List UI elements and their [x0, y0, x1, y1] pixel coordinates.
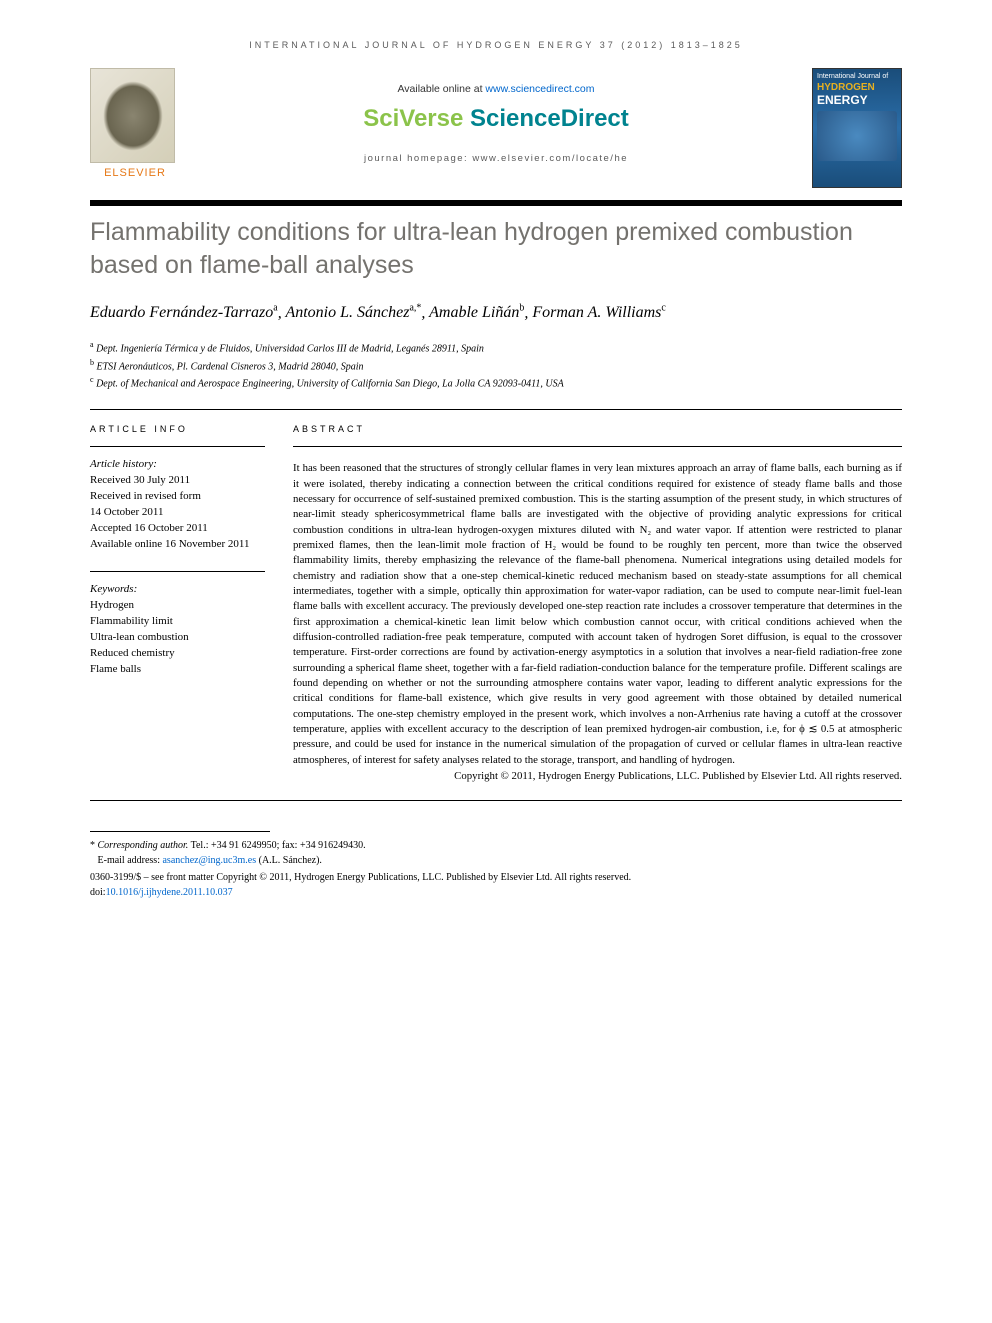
- keyword: Reduced chemistry: [90, 646, 265, 662]
- received-date: Received 30 July 2011: [90, 473, 265, 489]
- keywords-label: Keywords:: [90, 582, 265, 598]
- available-prefix: Available online at: [397, 83, 485, 95]
- elsevier-tree-logo: [90, 68, 175, 163]
- accepted-date: Accepted 16 October 2011: [90, 521, 265, 537]
- corr-author-label: Corresponding author.: [98, 840, 189, 851]
- journal-cover-thumbnail: International Journal of HYDROGEN ENERGY: [812, 68, 902, 188]
- corresponding-author-line: * Corresponding author. Tel.: +34 91 624…: [90, 838, 902, 853]
- history-label: Article history:: [90, 457, 265, 473]
- abstract-copyright: Copyright © 2011, Hydrogen Energy Public…: [293, 770, 902, 782]
- email-line: E-mail address: asanchez@ing.uc3m.es (A.…: [90, 853, 902, 868]
- corr-author-contact: Tel.: +34 91 6249950; fax: +34 916249430…: [188, 840, 365, 851]
- author: Antonio L. Sáncheza,*: [285, 304, 421, 321]
- online-date: Available online 16 November 2011: [90, 537, 265, 553]
- header-row: ELSEVIER Available online at www.science…: [90, 68, 902, 188]
- doi-prefix: doi:: [90, 887, 106, 898]
- authors-list: Eduardo Fernández-Tarrazoa, Antonio L. S…: [90, 301, 902, 325]
- abstract-text: It has been reasoned that the structures…: [293, 461, 902, 768]
- revised-label: Received in revised form: [90, 489, 265, 505]
- author: Eduardo Fernández-Tarrazoa: [90, 304, 278, 321]
- journal-homepage: journal homepage: www.elsevier.com/locat…: [180, 153, 812, 164]
- sciverse-text: SciVerse: [363, 105, 463, 132]
- sciencedirect-text: ScienceDirect: [463, 105, 628, 132]
- article-history-block: Article history: Received 30 July 2011 R…: [90, 446, 265, 553]
- abstract-divider: [293, 446, 902, 447]
- doi-line: doi:10.1016/j.ijhydene.2011.10.037: [90, 887, 902, 898]
- publisher-logo-block: ELSEVIER: [90, 68, 180, 179]
- content-columns: ARTICLE INFO Article history: Received 3…: [90, 424, 902, 782]
- publisher-name: ELSEVIER: [90, 167, 180, 179]
- email-link[interactable]: asanchez@ing.uc3m.es: [162, 855, 256, 866]
- paper-title: Flammability conditions for ultra-lean h…: [90, 216, 902, 281]
- keyword: Flame balls: [90, 662, 265, 678]
- available-online: Available online at www.sciencedirect.co…: [180, 83, 812, 95]
- email-label: E-mail address:: [98, 855, 163, 866]
- author: Amable Liñánb: [429, 304, 524, 321]
- keyword: Flammability limit: [90, 614, 265, 630]
- footer-notes: * Corresponding author. Tel.: +34 91 624…: [90, 838, 902, 868]
- sciencedirect-link[interactable]: www.sciencedirect.com: [485, 83, 594, 95]
- article-info-header: ARTICLE INFO: [90, 424, 265, 434]
- cover-image: [817, 111, 897, 161]
- doi-value[interactable]: 10.1016/j.ijhydene.2011.10.037: [106, 887, 233, 898]
- sciverse-logo: SciVerse ScienceDirect: [180, 105, 812, 133]
- affiliations-list: a Dept. Ingeniería Térmica y de Fluidos,…: [90, 339, 902, 391]
- affiliation: b ETSI Aeronáuticos, Pl. Cardenal Cisner…: [90, 357, 902, 374]
- author: Forman A. Williamsc: [532, 304, 666, 321]
- revised-date: 14 October 2011: [90, 505, 265, 521]
- affiliation: c Dept. of Mechanical and Aerospace Engi…: [90, 374, 902, 391]
- abstract-column: ABSTRACT It has been reasoned that the s…: [293, 424, 902, 782]
- email-suffix: (A.L. Sánchez).: [256, 855, 322, 866]
- divider-bottom: [90, 800, 902, 801]
- keyword: Hydrogen: [90, 598, 265, 614]
- abstract-header: ABSTRACT: [293, 424, 902, 434]
- keywords-block: Keywords: HydrogenFlammability limitUltr…: [90, 571, 265, 678]
- article-info-column: ARTICLE INFO Article history: Received 3…: [90, 424, 265, 782]
- divider-top: [90, 409, 902, 410]
- cover-line3: ENERGY: [817, 93, 897, 107]
- affiliation: a Dept. Ingeniería Térmica y de Fluidos,…: [90, 339, 902, 356]
- keyword: Ultra-lean combustion: [90, 630, 265, 646]
- journal-citation: INTERNATIONAL JOURNAL OF HYDROGEN ENERGY…: [90, 40, 902, 50]
- issn-copyright-line: 0360-3199/$ – see front matter Copyright…: [90, 872, 902, 883]
- cover-line1: International Journal of: [817, 73, 897, 80]
- footnote-rule: [90, 831, 270, 832]
- cover-line2: HYDROGEN: [817, 82, 897, 93]
- platform-block: Available online at www.sciencedirect.co…: [180, 68, 812, 164]
- title-section: Flammability conditions for ultra-lean h…: [90, 200, 902, 281]
